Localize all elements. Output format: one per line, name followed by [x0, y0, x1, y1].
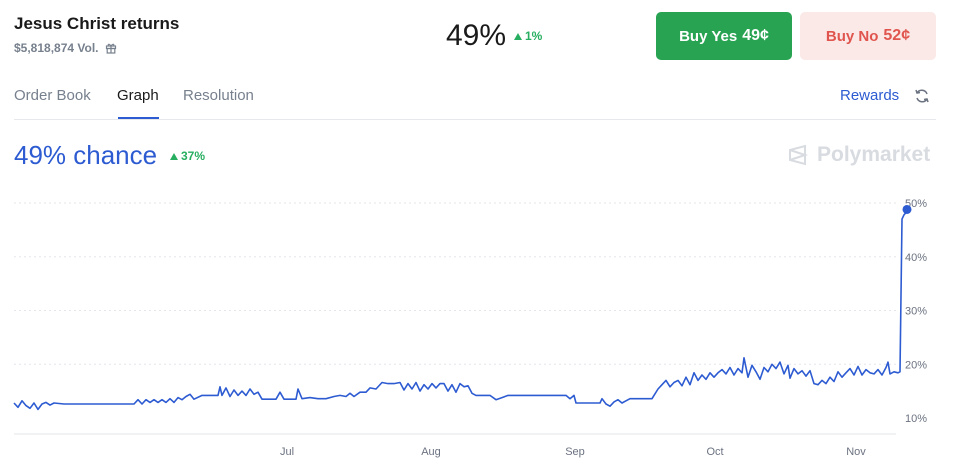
tabs-divider [14, 119, 936, 120]
price-delta-value: 1% [525, 29, 543, 43]
up-triangle-icon [514, 32, 522, 40]
price-chart[interactable]: 10%20%30%40%50%Jul Aug Sep Oct Nov [0, 180, 953, 473]
current-price: 49% [446, 19, 507, 52]
up-triangle-icon [170, 152, 178, 160]
buy-no-price: 52¢ [883, 27, 911, 44]
volume-label: $5,818,874 Vol. [14, 41, 117, 55]
buy-yes-price: 49¢ [742, 27, 769, 44]
buy-no-label: Buy No [825, 27, 879, 45]
refresh-icon[interactable] [913, 87, 931, 105]
chance-delta: 37% [170, 149, 205, 163]
active-tab-indicator [118, 117, 159, 119]
x-tick-label: Jul [280, 446, 294, 458]
rewards-link[interactable]: Rewards [840, 87, 900, 104]
buy-no-button[interactable]: Buy No 52¢ [800, 12, 936, 60]
brand-name: Polymarket [817, 143, 931, 166]
y-tick-label: 10% [905, 413, 927, 425]
price-delta: 1% [514, 29, 542, 43]
latest-point-marker [902, 204, 912, 214]
tab-resolution[interactable]: Resolution [183, 87, 254, 104]
series-line [13, 209, 908, 411]
y-tick-label: 40% [905, 252, 927, 264]
x-tick-label: Sep [565, 446, 585, 458]
y-tick-label: 30% [905, 306, 927, 318]
volume-value: $5,818,874 Vol. [14, 41, 99, 55]
market-title: Jesus Christ returns [14, 14, 180, 33]
buy-yes-label: Buy Yes [679, 27, 738, 45]
x-tick-label: Nov [846, 446, 866, 458]
buy-yes-button[interactable]: Buy Yes 49¢ [656, 12, 792, 60]
chance-delta-value: 37% [181, 149, 206, 163]
tab-order-book[interactable]: Order Book [14, 87, 91, 104]
gift-icon[interactable] [105, 42, 117, 54]
chance-label: 49% chance [14, 140, 158, 170]
x-tick-label: Oct [706, 446, 723, 458]
polymarket-logo [789, 144, 809, 166]
tab-graph[interactable]: Graph [117, 87, 159, 104]
y-tick-label: 20% [905, 359, 927, 371]
x-tick-label: Aug [421, 446, 441, 458]
polymarket-brand: Polymarket [787, 143, 930, 167]
